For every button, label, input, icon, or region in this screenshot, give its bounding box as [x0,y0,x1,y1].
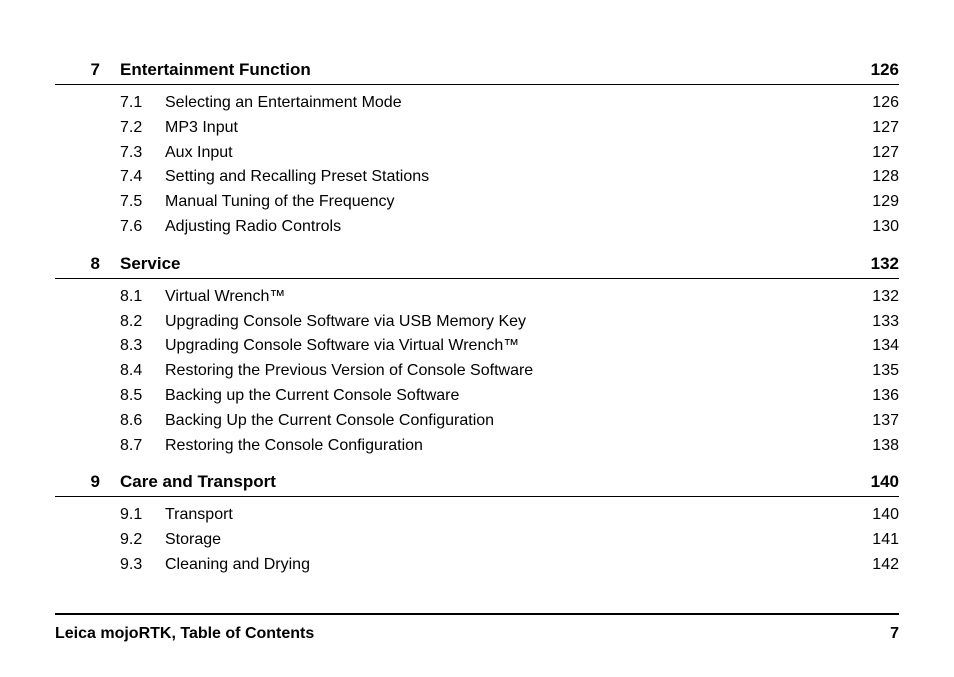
section-number: 8 [55,254,120,274]
sub-page: 138 [849,434,899,459]
sub-title: Upgrading Console Software via USB Memor… [165,310,849,335]
sub-page: 127 [849,116,899,141]
toc-sub-block: 8.1 Virtual Wrench™ 132 8.2 Upgrading Co… [55,279,899,463]
toc-section-row[interactable]: 9 Care and Transport 140 [55,472,899,497]
toc-sub-row[interactable]: 8.5 Backing up the Current Console Softw… [55,384,899,409]
sub-page: 127 [849,141,899,166]
sub-title: Manual Tuning of the Frequency [165,190,849,215]
toc-sub-row[interactable]: 8.4 Restoring the Previous Version of Co… [55,359,899,384]
section-title: Service [120,254,849,274]
sub-page: 141 [849,528,899,553]
sub-page: 142 [849,553,899,578]
toc-sub-row[interactable]: 7.6 Adjusting Radio Controls 130 [55,215,899,240]
sub-title: Upgrading Console Software via Virtual W… [165,334,849,359]
sub-title: Aux Input [165,141,849,166]
sub-title: Transport [165,503,849,528]
sub-page: 126 [849,91,899,116]
toc-sub-row[interactable]: 8.2 Upgrading Console Software via USB M… [55,310,899,335]
sub-page: 135 [849,359,899,384]
sub-title: Cleaning and Drying [165,553,849,578]
toc-sub-block: 9.1 Transport 140 9.2 Storage 141 9.3 Cl… [55,497,899,581]
toc-sub-row[interactable]: 8.1 Virtual Wrench™ 132 [55,285,899,310]
footer-rule [55,613,899,615]
toc-section-row[interactable]: 7 Entertainment Function 126 [55,60,899,85]
sub-title: Restoring the Previous Version of Consol… [165,359,849,384]
sub-number: 9.2 [120,528,165,553]
sub-number: 7.5 [120,190,165,215]
toc-sub-row[interactable]: 7.1 Selecting an Entertainment Mode 126 [55,91,899,116]
toc-sub-row[interactable]: 8.6 Backing Up the Current Console Confi… [55,409,899,434]
toc-sub-row[interactable]: 8.7 Restoring the Console Configuration … [55,434,899,459]
toc-body: 7 Entertainment Function 126 7.1 Selecti… [55,60,899,582]
footer-title: Leica mojoRTK, Table of Contents [55,625,314,643]
toc-sub-row[interactable]: 7.2 MP3 Input 127 [55,116,899,141]
sub-title: Selecting an Entertainment Mode [165,91,849,116]
sub-page: 136 [849,384,899,409]
sub-number: 8.6 [120,409,165,434]
sub-page: 128 [849,165,899,190]
sub-title: Backing Up the Current Console Configura… [165,409,849,434]
toc-sub-row[interactable]: 7.5 Manual Tuning of the Frequency 129 [55,190,899,215]
section-page: 140 [849,472,899,492]
sub-number: 9.3 [120,553,165,578]
sub-page: 133 [849,310,899,335]
sub-page: 130 [849,215,899,240]
section-number: 9 [55,472,120,492]
sub-number: 7.6 [120,215,165,240]
footer-page-number: 7 [890,625,899,643]
toc-section-row[interactable]: 8 Service 132 [55,254,899,279]
page-footer: Leica mojoRTK, Table of Contents 7 [55,625,899,643]
section-page: 132 [849,254,899,274]
sub-number: 7.4 [120,165,165,190]
sub-page: 132 [849,285,899,310]
toc-sub-row[interactable]: 9.2 Storage 141 [55,528,899,553]
sub-number: 7.3 [120,141,165,166]
sub-number: 7.1 [120,91,165,116]
sub-number: 8.5 [120,384,165,409]
toc-sub-row[interactable]: 7.3 Aux Input 127 [55,141,899,166]
sub-title: Adjusting Radio Controls [165,215,849,240]
sub-title: Restoring the Console Configuration [165,434,849,459]
sub-number: 9.1 [120,503,165,528]
sub-number: 8.2 [120,310,165,335]
toc-sub-row[interactable]: 9.3 Cleaning and Drying 142 [55,553,899,578]
sub-number: 8.1 [120,285,165,310]
sub-number: 7.2 [120,116,165,141]
sub-title: Virtual Wrench™ [165,285,849,310]
sub-number: 8.4 [120,359,165,384]
sub-title: MP3 Input [165,116,849,141]
sub-page: 129 [849,190,899,215]
section-title: Entertainment Function [120,60,849,80]
section-page: 126 [849,60,899,80]
section-number: 7 [55,60,120,80]
toc-sub-row[interactable]: 7.4 Setting and Recalling Preset Station… [55,165,899,190]
toc-sub-block: 7.1 Selecting an Entertainment Mode 126 … [55,85,899,244]
sub-page: 140 [849,503,899,528]
toc-sub-row[interactable]: 9.1 Transport 140 [55,503,899,528]
sub-page: 134 [849,334,899,359]
sub-page: 137 [849,409,899,434]
toc-sub-row[interactable]: 8.3 Upgrading Console Software via Virtu… [55,334,899,359]
toc-page: 7 Entertainment Function 126 7.1 Selecti… [0,0,954,677]
sub-number: 8.7 [120,434,165,459]
sub-title: Storage [165,528,849,553]
sub-title: Setting and Recalling Preset Stations [165,165,849,190]
sub-number: 8.3 [120,334,165,359]
sub-title: Backing up the Current Console Software [165,384,849,409]
section-title: Care and Transport [120,472,849,492]
